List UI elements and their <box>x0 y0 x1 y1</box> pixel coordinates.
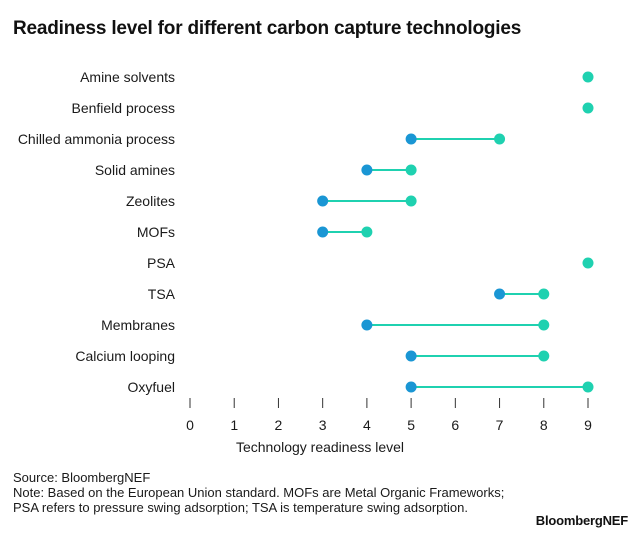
high-value-dot <box>582 102 594 114</box>
low-value-dot <box>405 350 417 362</box>
category-labels: Amine solvents Benfield process Chilled am… <box>18 69 176 395</box>
high-value-dot <box>405 164 417 176</box>
x-tick-label: 0 <box>186 417 194 433</box>
low-value-dot <box>494 288 506 300</box>
low-value-dot <box>361 319 373 331</box>
low-value-dot <box>405 133 417 145</box>
footer: Source: BloombergNEF Note: Based on the … <box>13 470 513 515</box>
x-tick-label: 6 <box>451 417 459 433</box>
x-tick-label: 9 <box>584 417 592 433</box>
category-label: Amine solvents <box>80 69 175 85</box>
high-value-dot <box>538 319 550 331</box>
source-note: Source: BloombergNEF <box>13 470 151 485</box>
low-value-dot <box>405 381 417 393</box>
explanatory-note: Note: Based on the European Union standa… <box>13 485 505 515</box>
high-value-dot <box>582 381 594 393</box>
x-tick-label: 5 <box>407 417 415 433</box>
x-tick-label: 1 <box>230 417 238 433</box>
x-tick-label: 2 <box>275 417 283 433</box>
high-value-dot <box>361 226 373 238</box>
low-value-dot <box>361 164 373 176</box>
category-label: TSA <box>148 286 176 302</box>
high-value-dot <box>538 288 550 300</box>
x-tick-label: 3 <box>319 417 327 433</box>
brand-logo: BloombergNEF <box>535 513 628 528</box>
x-tick-label: 8 <box>540 417 548 433</box>
low-value-dot <box>317 195 329 207</box>
category-label: Calcium looping <box>75 348 175 364</box>
x-tick-label: 4 <box>363 417 371 433</box>
high-value-dot <box>582 257 594 269</box>
range-dots <box>317 71 594 393</box>
low-value-dot <box>317 226 329 238</box>
dumbbell-chart: Amine solvents Benfield process Chilled am… <box>18 69 594 455</box>
high-value-dot <box>538 350 550 362</box>
high-value-dot <box>582 71 594 83</box>
category-label: Zeolites <box>126 193 175 209</box>
high-value-dot <box>405 195 417 207</box>
category-label: Oxyfuel <box>128 379 175 395</box>
range-connectors <box>322 138 588 388</box>
x-axis-title: Technology readiness level <box>236 439 404 455</box>
x-axis-ticks <box>189 398 589 408</box>
category-label: PSA <box>147 255 176 271</box>
chart-title: Readiness level for different carbon cap… <box>13 18 522 39</box>
category-label: Solid amines <box>95 162 175 178</box>
x-axis-tick-labels: 0 1 2 3 4 5 6 7 8 9 <box>186 417 592 433</box>
category-label: Chilled ammonia process <box>18 131 175 147</box>
category-label: Membranes <box>101 317 175 333</box>
x-tick-label: 7 <box>496 417 504 433</box>
high-value-dot <box>494 133 506 145</box>
category-label: MOFs <box>137 224 175 240</box>
category-label: Benfield process <box>71 100 175 116</box>
